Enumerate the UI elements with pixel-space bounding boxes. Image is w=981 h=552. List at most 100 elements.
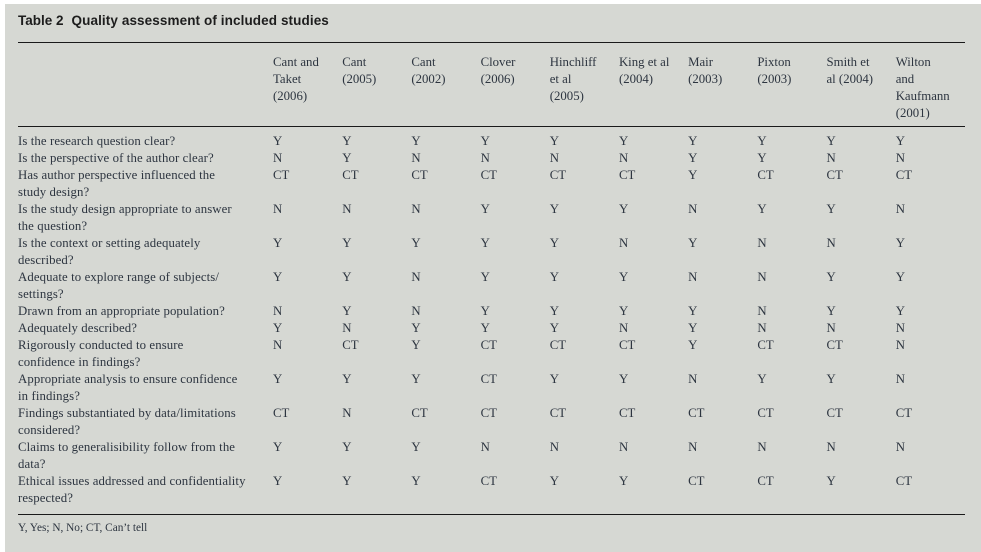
value-cell: Y [480,202,490,216]
value-cell: Y [895,270,905,284]
value-cell: Y [549,321,559,335]
value-cell: N [618,321,629,335]
column-header: Pixton (2003) [757,42,827,127]
value-cell: CT [895,406,913,420]
value-cell: N [757,440,767,454]
value-cell: Y [342,304,352,318]
value-cell: Y [411,134,421,148]
value-cell: Y [757,151,767,165]
value-cell: CT [549,168,567,182]
value-cell: N [688,372,698,386]
value-cell: CT [895,168,913,182]
value-cell: CT [480,168,497,182]
value-cell: Y [826,474,836,488]
value-cell: CT [411,168,428,182]
table-row: Adequately described? Y N Y Y Y N Y N N N [18,320,965,337]
value-cell: CT [618,338,636,352]
value-cell: CT [411,406,428,420]
table-row: Ethical issues addressed and confidentia… [18,473,965,515]
value-cell: CT [826,168,843,182]
value-cell: N [895,338,905,352]
column-header: King et al (2004) [618,42,689,127]
value-cell: CT [757,474,774,488]
value-cell: Y [273,321,283,335]
value-cell: Y [688,236,698,250]
table-row: Rigorously conducted to ensure confidenc… [18,337,965,371]
table-row: Drawn from an appropriate population? N Y N… [18,303,965,320]
value-cell: Y [273,440,283,454]
value-cell: CT [826,338,843,352]
value-cell: N [826,151,836,165]
column-header: Mair (2003) [688,42,758,127]
value-cell: CT [757,168,774,182]
value-cell: N [618,236,629,250]
table-title: Table 2 Quality assessment of included st… [5,4,981,29]
value-cell: Y [549,474,559,488]
value-cell: Y [411,236,421,250]
value-cell: Y [411,372,421,386]
value-cell: N [826,440,836,454]
value-cell: CT [549,406,567,420]
value-cell: CT [342,338,359,352]
header-row: Cant and Taket (2006) Cant (2005) Cant (20… [18,42,965,127]
value-cell: Y [618,202,629,216]
value-cell: Y [342,236,352,250]
value-cell: CT [895,474,913,488]
column-header: Wilton and Kaufmann (2001) [895,42,965,127]
value-cell: N [273,338,283,352]
value-cell: CT [688,474,705,488]
value-cell: Y [549,202,559,216]
column-header: Cant and Taket (2006) [273,42,343,127]
value-cell: Y [688,168,698,182]
value-cell: CT [480,338,497,352]
table-row: Claims to generalisibility follow from t… [18,439,965,473]
value-cell: N [618,151,629,165]
table-panel: Table 2 Quality assessment of included st… [5,4,981,552]
value-cell: CT [480,406,497,420]
value-cell: Y [480,321,490,335]
table-row: Is the perspective of the author clear? N… [18,150,965,167]
value-cell: Y [757,372,767,386]
value-cell: N [618,440,629,454]
value-cell: N [895,440,905,454]
question-cell: Has author perspective influenced the st… [18,168,215,199]
value-cell: Y [757,134,767,148]
value-cell: Y [895,134,905,148]
question-cell: Ethical issues addressed and confidentia… [18,474,246,505]
value-cell: Y [342,474,352,488]
value-cell: N [757,321,767,335]
value-cell: Y [688,321,698,335]
value-cell: Y [480,270,490,284]
column-header: Clover (2006) [480,42,550,127]
table-row: Is the context or setting adequately des… [18,235,965,269]
table-body: Is the research question clear? Y Y Y Y Y Y Y Y Y… [18,127,965,515]
value-cell: Y [618,372,629,386]
value-cell: N [273,202,283,216]
value-cell: Y [273,474,283,488]
value-cell: Y [480,134,490,148]
corner-cell [18,42,273,127]
value-cell: N [342,321,352,335]
value-cell: Y [688,338,698,352]
value-cell: Y [895,236,905,250]
value-cell: N [273,304,283,318]
value-cell: CT [480,372,497,386]
value-cell: CT [342,168,359,182]
column-header: Smith et al (2004) [826,42,896,127]
value-cell: N [895,372,905,386]
table-row: Findings substantiated by data/limitatio… [18,405,965,439]
value-cell: Y [549,270,559,284]
question-cell: Drawn from an appropriate population? [18,304,225,318]
value-cell: N [895,151,905,165]
value-cell: Y [273,236,283,250]
table-number: Table 2 [18,13,64,28]
value-cell: N [411,270,421,284]
value-cell: N [411,202,421,216]
table-row: Has author perspective influenced the st… [18,167,965,201]
value-cell: Y [342,270,352,284]
value-cell: N [826,321,836,335]
value-cell: Y [411,338,421,352]
value-cell: Y [342,134,352,148]
value-cell: Y [549,134,559,148]
question-cell: Is the perspective of the author clear? [18,151,214,165]
